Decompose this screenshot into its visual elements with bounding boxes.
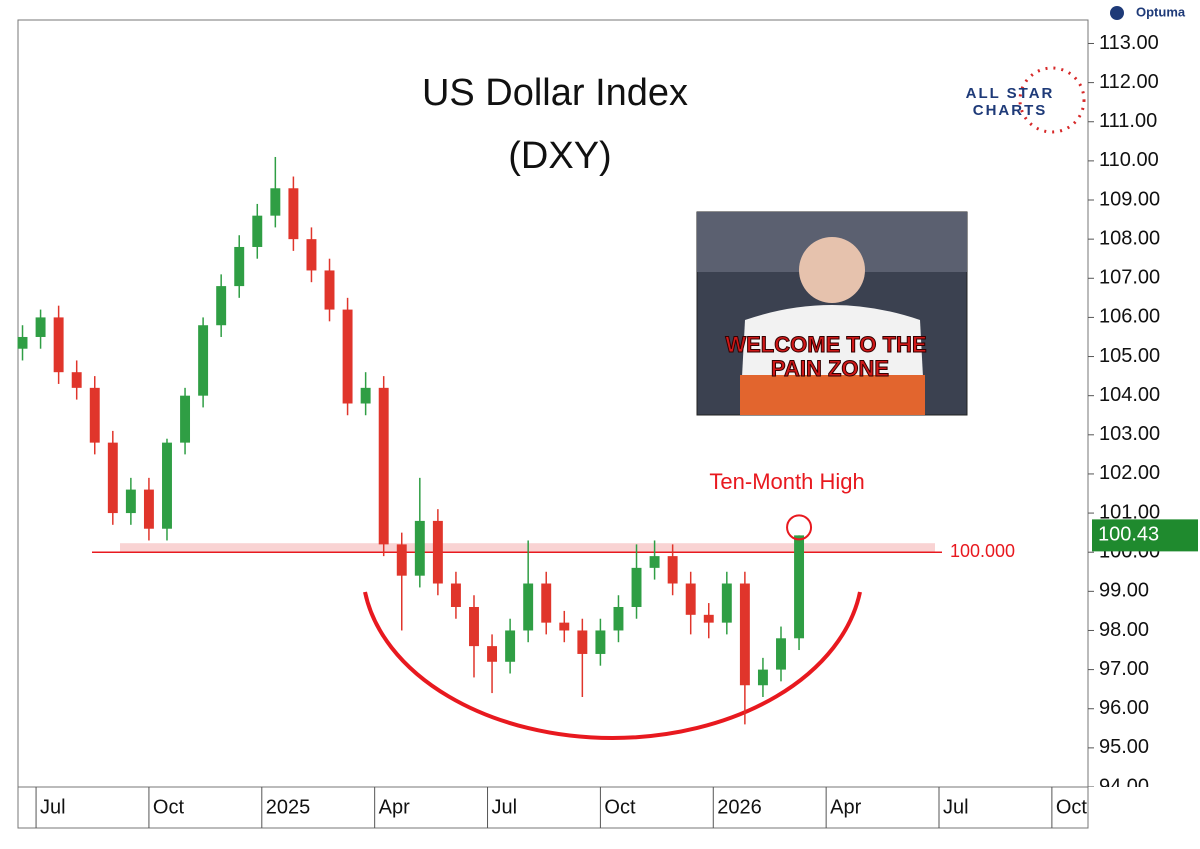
x-axis-frame — [17, 786, 1089, 829]
candle-body — [125, 489, 136, 514]
image-face — [799, 237, 865, 303]
candle-body — [541, 583, 552, 623]
candle-body — [396, 544, 407, 576]
optuma-icon — [1110, 6, 1124, 20]
candle-body — [469, 606, 479, 647]
y-tick-label: 102.00 — [1099, 462, 1160, 484]
y-tick-label: 112.00 — [1099, 71, 1159, 93]
candle-body — [324, 270, 335, 310]
y-tick-label: 107.00 — [1099, 267, 1160, 289]
y-tick-label: 110.00 — [1099, 149, 1159, 171]
meme-image: WELCOME TO THE PAIN ZONE — [696, 211, 968, 416]
high-marker — [786, 514, 813, 541]
logo-ring — [1018, 66, 1086, 134]
candle-body — [523, 583, 534, 631]
y-tick-label: 105.00 — [1099, 345, 1160, 367]
candle-body — [721, 583, 732, 623]
x-tick-label: Jul — [492, 796, 518, 818]
y-tick-label: 109.00 — [1099, 188, 1160, 210]
candle-body — [342, 309, 353, 404]
candle-body — [776, 638, 786, 670]
logo-text: CHARTS — [973, 102, 1048, 119]
candle-body — [180, 395, 191, 443]
y-tick-label: 99.00 — [1099, 580, 1149, 602]
candle-body — [613, 606, 624, 631]
candle-body — [270, 188, 281, 216]
x-tick-label: Oct — [604, 796, 636, 818]
candle-body — [414, 520, 425, 576]
candle-body — [432, 520, 443, 584]
x-tick-label: 2026 — [717, 796, 762, 818]
candle-body — [739, 583, 750, 686]
candle-body — [559, 622, 570, 631]
y-tick-label: 103.00 — [1099, 423, 1160, 445]
candle-body — [216, 286, 227, 326]
candle-body — [685, 583, 696, 615]
x-tick-label: Jul — [40, 796, 66, 818]
candle-body — [631, 567, 642, 607]
candle-body — [505, 630, 516, 662]
image-pants — [740, 375, 925, 415]
annotation: Ten-Month High — [709, 469, 864, 494]
y-tick-label: 113.00 — [1099, 32, 1159, 54]
candle-body — [487, 646, 498, 662]
candle-body — [649, 556, 660, 568]
cup-arc — [363, 591, 862, 740]
chart-title: US Dollar Index — [422, 72, 688, 114]
candle-body — [306, 239, 317, 271]
candle-body — [252, 215, 263, 247]
image-caption: PAIN ZONE — [771, 356, 889, 381]
candle-body — [703, 614, 714, 623]
chart-subtitle: (DXY) — [508, 135, 611, 177]
x-tick-label: Jul — [943, 796, 969, 818]
support-label: 100.000 — [950, 541, 1015, 561]
optuma-logo: Optuma — [1136, 4, 1186, 19]
candle-body — [378, 387, 389, 545]
candle-body — [71, 372, 82, 388]
candle-body — [595, 630, 606, 654]
y-tick-label: 111.00 — [1099, 110, 1157, 132]
candle-body — [143, 489, 154, 529]
x-tick-label: Oct — [1056, 796, 1088, 818]
y-tick-label: 96.00 — [1099, 697, 1149, 719]
candle-body — [577, 630, 588, 654]
y-tick-label: 97.00 — [1099, 658, 1149, 680]
candle-body — [757, 669, 768, 686]
candle-body — [234, 246, 245, 287]
y-tick-label: 108.00 — [1099, 227, 1160, 249]
image-caption: WELCOME TO THE — [725, 332, 926, 357]
last-price-box — [1092, 519, 1198, 552]
y-tick-label: 101.00 — [1099, 501, 1160, 523]
last-price-label: 100.43 — [1098, 524, 1159, 546]
logo-text: ALL STAR — [966, 85, 1055, 102]
candle-body — [198, 325, 209, 396]
y-tick-label: 98.00 — [1099, 619, 1149, 641]
candle-body — [667, 556, 678, 584]
x-tick-label: Oct — [153, 796, 185, 818]
candle-body — [794, 535, 805, 639]
y-tick-label: 104.00 — [1099, 384, 1160, 406]
y-tick-label: 95.00 — [1099, 736, 1149, 758]
candle-body — [162, 442, 172, 529]
candle-body — [107, 442, 118, 514]
candle-body — [288, 188, 299, 240]
candle-body — [35, 317, 46, 337]
candle-body — [53, 317, 64, 373]
y-tick-label: 106.00 — [1099, 306, 1160, 328]
candle-body — [360, 387, 371, 404]
allstar-logo: ALL STAR CHARTS — [966, 66, 1086, 134]
candle-body — [450, 583, 461, 607]
x-tick-label: Apr — [830, 796, 861, 818]
x-tick-label: Apr — [379, 796, 410, 818]
x-tick-label: 2025 — [266, 796, 311, 818]
candle-body — [89, 387, 100, 443]
candle-body — [17, 336, 28, 349]
